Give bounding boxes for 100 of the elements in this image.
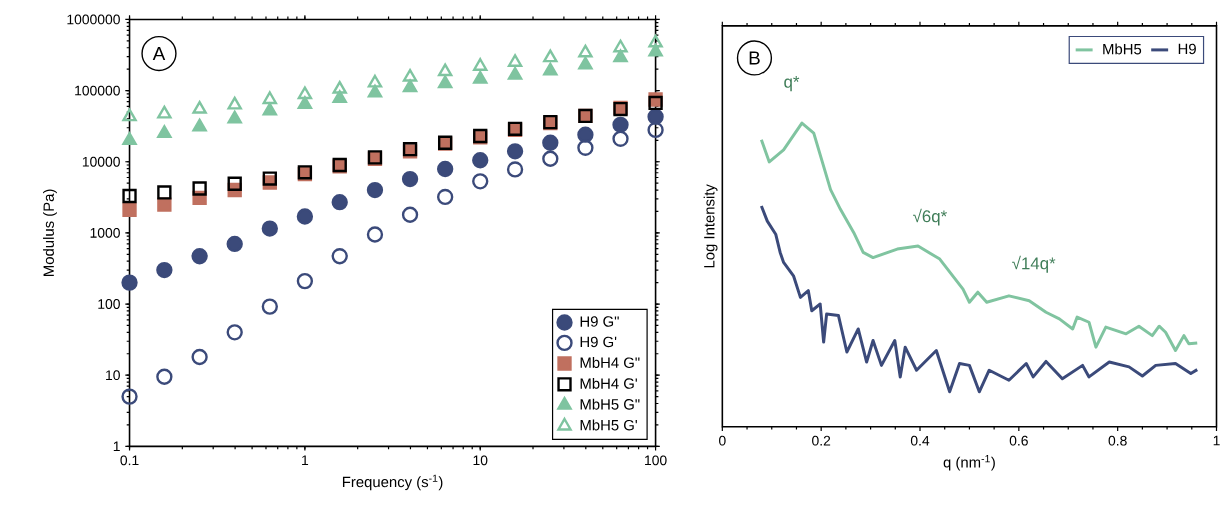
point <box>402 68 418 82</box>
point <box>472 173 489 190</box>
legend-label: MbH5 <box>1103 43 1142 55</box>
point <box>578 56 593 70</box>
annotation: √6q* <box>913 208 947 226</box>
point <box>191 248 208 265</box>
point <box>226 324 243 341</box>
point <box>577 139 594 156</box>
point <box>613 49 628 63</box>
text: q* <box>784 76 800 92</box>
x-tick-label: 1 <box>302 455 309 465</box>
point <box>648 34 663 48</box>
point <box>437 160 454 178</box>
point <box>437 188 454 206</box>
x-tick-label: 10 <box>473 455 488 466</box>
y-axis-title: Log Intensity <box>703 184 718 268</box>
legend-label: H9 G' <box>580 336 617 348</box>
point <box>227 96 242 110</box>
y-tick-label: 10 <box>106 370 120 381</box>
point <box>157 185 172 200</box>
point <box>612 130 629 147</box>
point <box>227 176 242 191</box>
point <box>542 150 559 167</box>
y-tick-label: 100000 <box>75 85 120 96</box>
point <box>507 66 523 80</box>
point <box>331 193 348 211</box>
point <box>542 134 559 151</box>
point <box>261 220 278 237</box>
point <box>122 132 137 145</box>
legend-label: MbH4 G" <box>580 357 640 368</box>
point <box>157 125 172 139</box>
point <box>473 70 488 84</box>
point <box>121 274 138 291</box>
point <box>192 118 207 132</box>
point <box>472 152 489 169</box>
y-tick-label: 1000000 <box>67 14 120 25</box>
point <box>507 54 523 67</box>
point <box>296 272 314 290</box>
x-tick-label: 100 <box>645 455 667 466</box>
legend-label: H9 G" <box>580 316 619 327</box>
point <box>262 171 277 186</box>
point <box>156 368 173 385</box>
point <box>296 208 314 225</box>
point <box>506 143 524 160</box>
point <box>647 121 664 139</box>
x-tick-label: 0 <box>719 435 726 446</box>
point <box>261 298 278 315</box>
x-tick-label: 0.2 <box>812 435 831 446</box>
point <box>543 62 558 76</box>
point <box>226 235 243 253</box>
legend-label: MbH4 G' <box>580 377 637 389</box>
point <box>227 110 242 124</box>
point <box>367 74 383 88</box>
y-tick-label: 1000 <box>90 227 120 238</box>
point <box>157 197 172 212</box>
point <box>401 170 419 188</box>
y-tick-label: 10000 <box>82 156 120 167</box>
annotation: A <box>152 47 166 61</box>
point <box>192 181 207 196</box>
point <box>122 202 137 218</box>
point <box>367 84 383 98</box>
point <box>401 206 419 223</box>
x-tick-label: 1 <box>1213 435 1220 446</box>
point <box>648 95 663 111</box>
legend-label: H9 <box>1178 43 1196 55</box>
point <box>262 102 278 116</box>
x-tick-label: 0.4 <box>910 435 930 446</box>
point <box>262 91 278 105</box>
legend-label: MbH5 G" <box>580 398 640 410</box>
point <box>121 388 138 405</box>
point <box>297 86 313 100</box>
point <box>191 348 208 366</box>
point <box>156 261 173 279</box>
point <box>122 188 137 204</box>
point <box>157 105 172 119</box>
point <box>331 248 348 265</box>
point <box>332 80 347 94</box>
point <box>366 226 384 243</box>
point <box>122 108 137 122</box>
point <box>437 75 453 89</box>
point <box>437 63 453 77</box>
x-tick-label: 0.8 <box>1108 435 1127 446</box>
x-tick-label: 0.1 <box>120 455 139 466</box>
point <box>577 126 594 143</box>
point <box>473 58 488 71</box>
x-axis-title: q (nm$^{-1}$) <box>943 455 995 471</box>
point <box>402 79 418 93</box>
x-axis-title: Frequency (s$^{-1}$) <box>342 474 443 491</box>
point <box>506 161 524 178</box>
point <box>578 44 593 58</box>
point <box>613 39 628 53</box>
point <box>366 181 384 199</box>
point <box>297 96 313 110</box>
x-tick-label: 0.6 <box>1009 435 1028 446</box>
annotation: √14q* <box>1012 255 1056 273</box>
y-axis-title: Modulus (Pa) <box>43 189 57 276</box>
point <box>612 116 629 133</box>
y-tick-label: 100 <box>98 299 120 309</box>
point <box>648 43 663 57</box>
point <box>332 90 347 103</box>
